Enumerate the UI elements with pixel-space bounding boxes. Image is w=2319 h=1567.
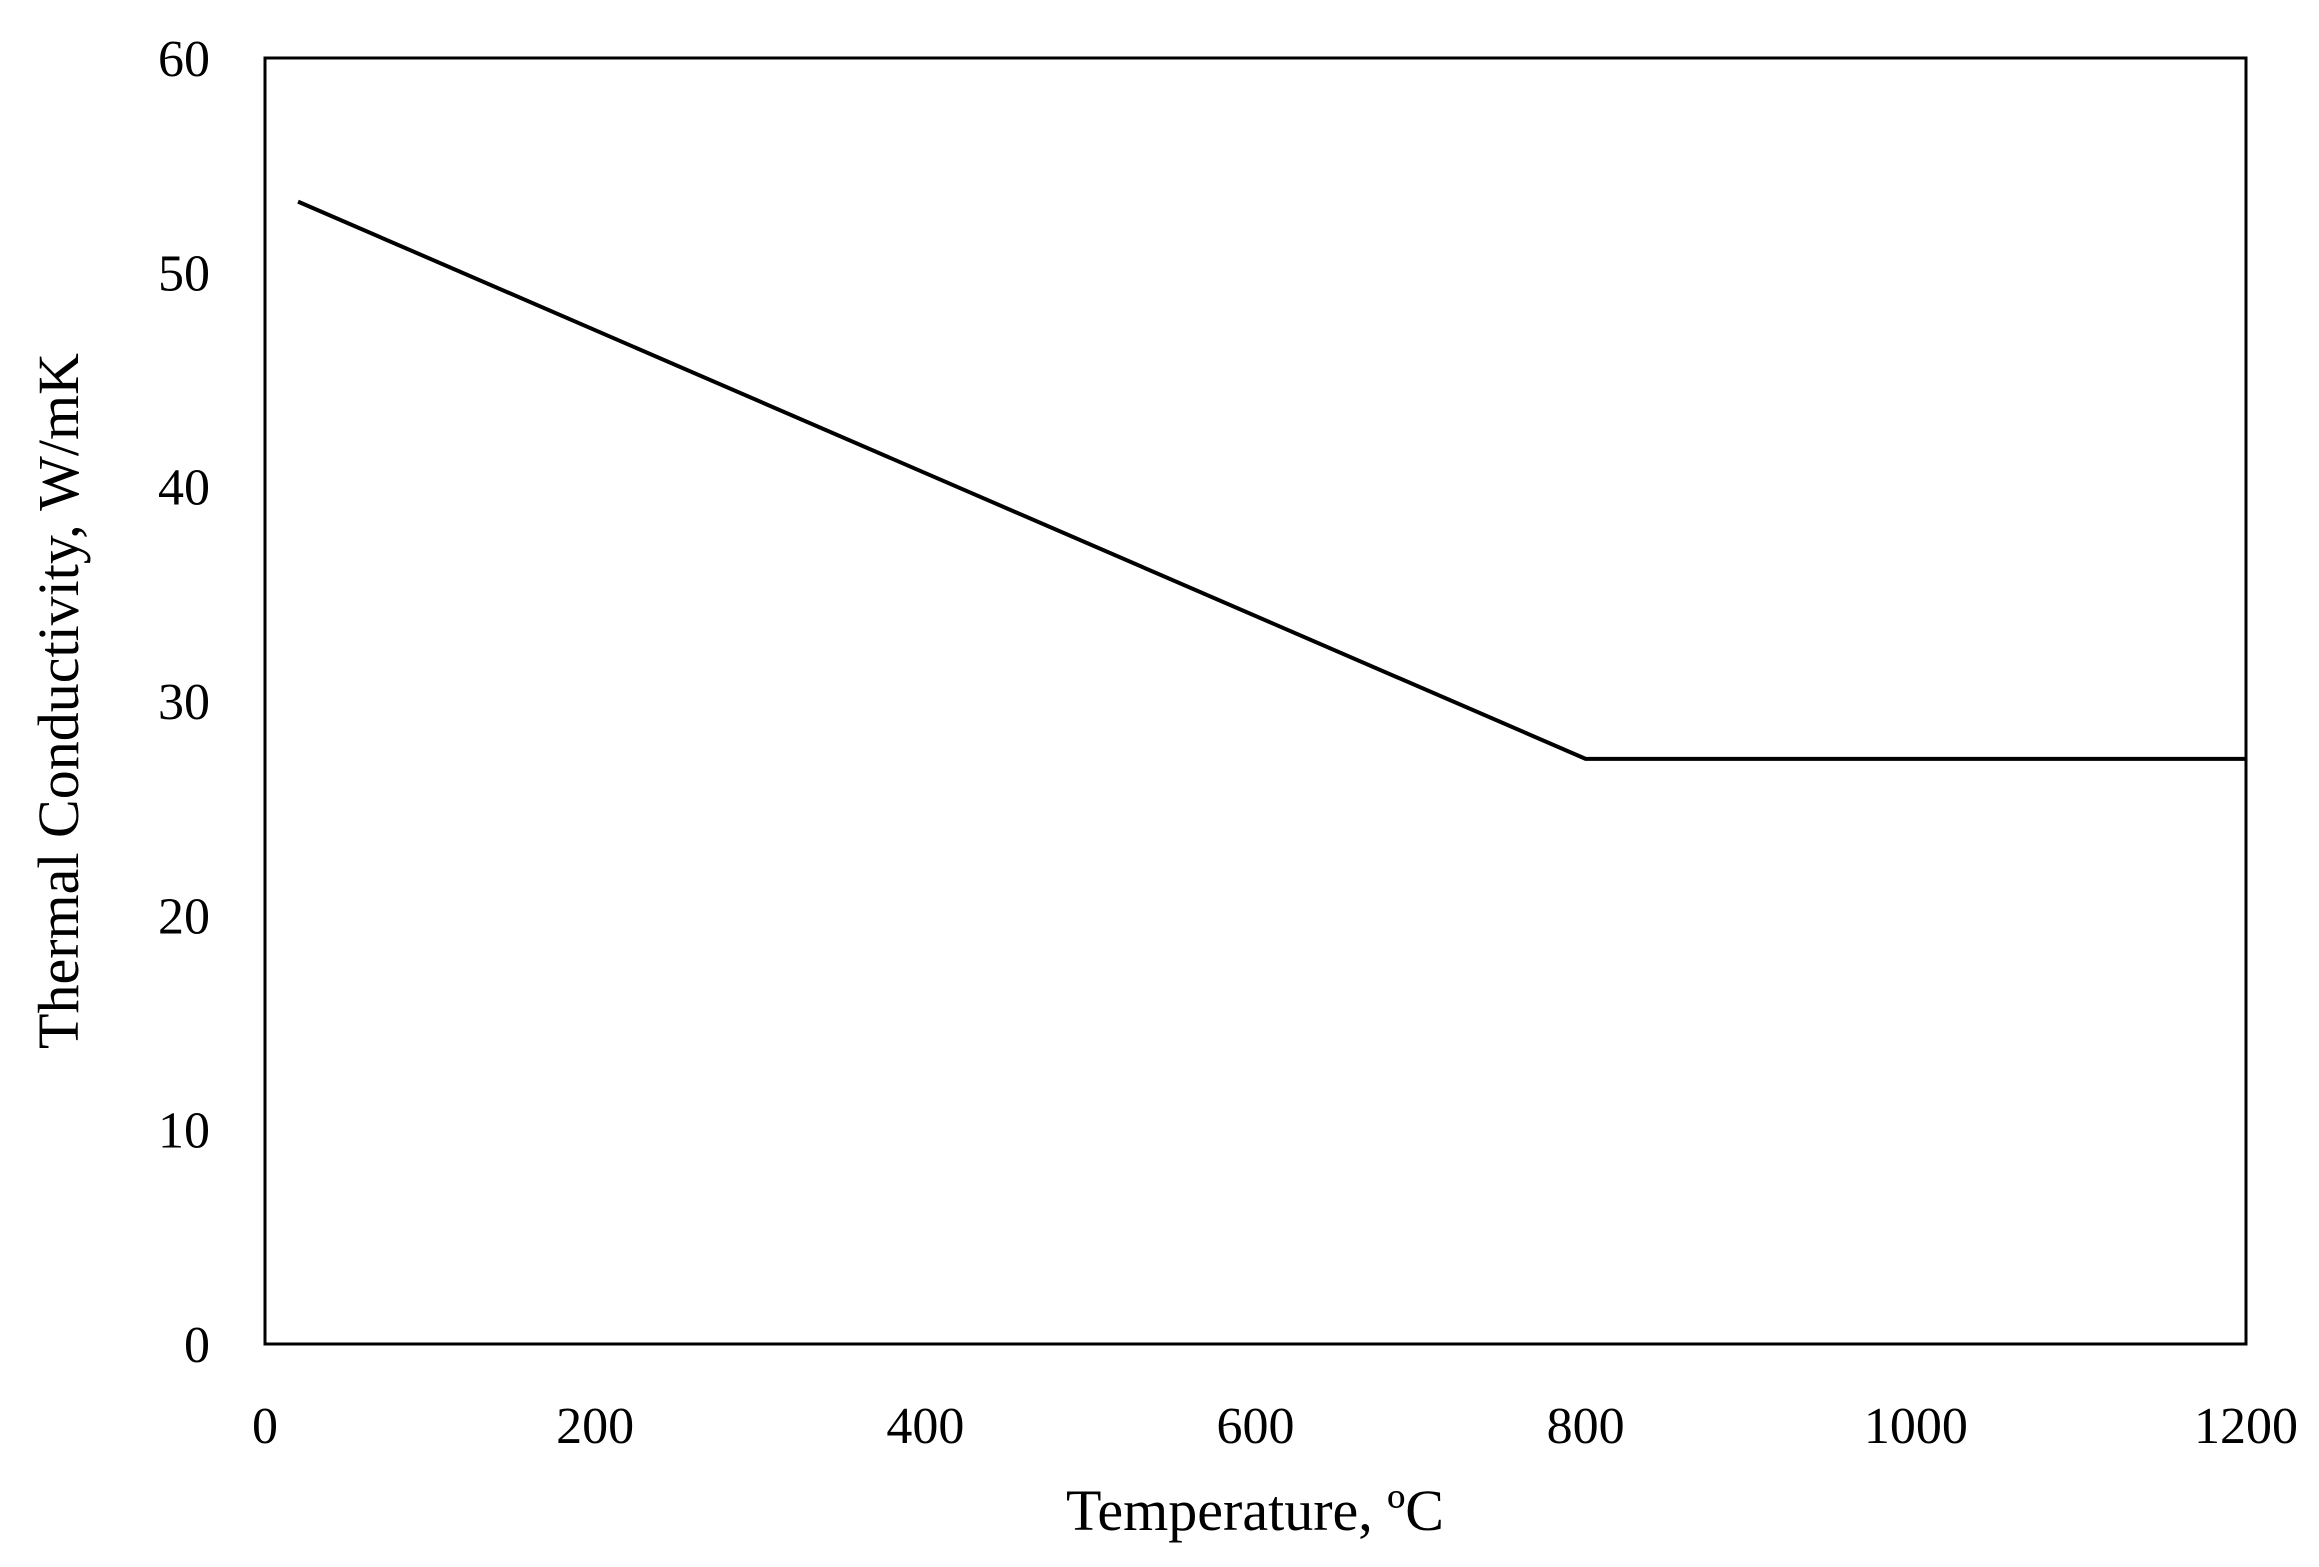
- x-tick-label: 800: [1547, 1398, 1625, 1455]
- series-layer: [297, 199, 2246, 761]
- y-tick-label: 0: [184, 1317, 210, 1374]
- y-tick-label: 40: [158, 460, 210, 517]
- y-tick-label: 10: [158, 1103, 210, 1160]
- y-tick-label: 50: [158, 245, 210, 302]
- x-tick-label: 1000: [1864, 1398, 1968, 1455]
- y-tick-label: 20: [158, 888, 210, 945]
- x-tick-label: 200: [556, 1398, 634, 1455]
- series-line-0: [297, 199, 2246, 761]
- x-tick-label: 400: [886, 1398, 964, 1455]
- y-axis-title: Thermal Conductivity, W/mK: [26, 353, 91, 1049]
- y-tick-label: 60: [158, 31, 210, 88]
- x-axis-tick-labels: 0 200 400 600 800 1000 1200: [252, 1398, 2298, 1455]
- y-tick-label: 30: [158, 674, 210, 731]
- x-tick-label: 0: [252, 1398, 278, 1455]
- plot-area: [263, 56, 2248, 1346]
- x-tick-label: 1200: [2194, 1398, 2298, 1455]
- x-axis-title: Temperature, ºC: [1066, 1478, 1444, 1543]
- x-tick-label: 600: [1217, 1398, 1295, 1455]
- y-axis-tick-labels: 0 10 20 30 40 50 60: [158, 31, 210, 1374]
